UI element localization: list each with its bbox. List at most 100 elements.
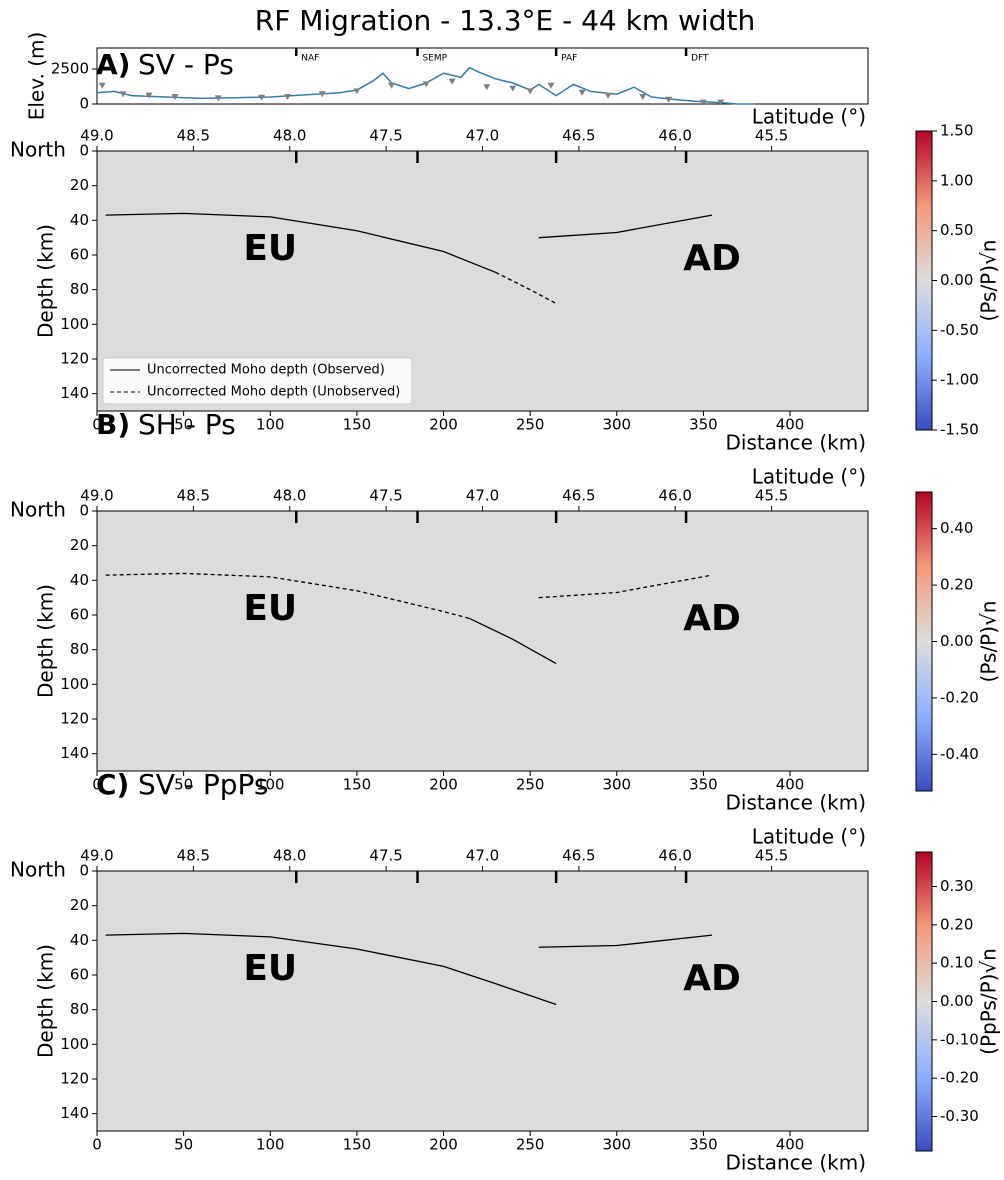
- x2-tick-label: 47.5: [369, 847, 402, 865]
- x-tick-label: 200: [429, 416, 458, 434]
- x2-tick-label: 49.0: [80, 127, 113, 145]
- x-tick-label: 300: [602, 776, 631, 794]
- x2-tick-label: 46.0: [659, 847, 692, 865]
- x-tick-label: 400: [776, 776, 805, 794]
- colorbar-tick-label: 0.50: [940, 221, 973, 239]
- x-tick-label: 300: [602, 416, 631, 434]
- heatmap-field: [96, 510, 869, 772]
- y-tick-label: 60: [70, 606, 89, 624]
- region-label: AD: [683, 238, 741, 279]
- x2-tick-label: 48.5: [177, 487, 210, 505]
- elevation-line: [96, 66, 756, 105]
- region-label: AD: [683, 958, 741, 999]
- x-tick-label: 100: [256, 1136, 285, 1154]
- colorbar-tick-label: -0.30: [940, 1107, 979, 1125]
- station: [258, 94, 266, 101]
- y-tick-label: 40: [70, 571, 89, 589]
- x-tick-label: 250: [516, 1136, 545, 1154]
- x-tick-label: 250: [516, 776, 545, 794]
- x2-tick-label: 47.5: [369, 487, 402, 505]
- region-label: AD: [683, 598, 741, 639]
- colorbar-tick-label: 0.20: [940, 915, 973, 933]
- station: [526, 88, 534, 95]
- x2-tick-label: 47.0: [466, 847, 499, 865]
- colorbar-label: (Ps/P)√n: [977, 601, 1001, 683]
- y-tick-label: 120: [60, 350, 89, 368]
- station: [665, 96, 673, 103]
- x-tick-label: 0: [92, 776, 102, 794]
- station: [717, 99, 725, 106]
- station: [145, 92, 153, 99]
- x-tick-label: 150: [343, 776, 372, 794]
- panel-title: SH - Ps: [138, 408, 236, 441]
- y-tick-label: 60: [70, 966, 89, 984]
- colorbar-tick-label: 0.00: [940, 992, 973, 1010]
- y-tick-label: 20: [70, 176, 89, 194]
- x-tick-label: 100: [256, 776, 285, 794]
- x-tick-label: 50: [174, 776, 193, 794]
- x2-tick-label: 48.5: [177, 127, 210, 145]
- moho-line: [105, 572, 713, 620]
- y-tick-label: 40: [70, 931, 89, 949]
- station: [318, 91, 326, 98]
- x2-tick-label: 48.5: [177, 847, 210, 865]
- x-tick-label: 200: [429, 1136, 458, 1154]
- x-tick-label: 400: [776, 416, 805, 434]
- station: [171, 94, 179, 100]
- x2-tick-label: 48.0: [273, 847, 306, 865]
- x2-tick-label: 46.5: [562, 847, 595, 865]
- north-label: North: [10, 858, 66, 882]
- station: [214, 95, 222, 102]
- x2-tick-label: 46.5: [562, 487, 595, 505]
- x-tick-label: 300: [602, 1136, 631, 1154]
- x-tick-label: 350: [689, 416, 718, 434]
- station: [353, 88, 361, 95]
- station: [119, 91, 127, 98]
- colorbar-tick-label: 0.10: [940, 954, 973, 972]
- y-tick-label: 140: [60, 384, 89, 402]
- fault-label: DFT: [691, 54, 709, 64]
- north-label: North: [10, 138, 66, 162]
- x-tick-label: 50: [174, 1136, 193, 1154]
- x-tick-label: 350: [689, 776, 718, 794]
- colorbar-label: (PpPs/P)√n: [977, 948, 1001, 1055]
- colorbar-tick-label: -1.50: [940, 421, 979, 439]
- colorbar-tick-label: -0.20: [940, 688, 979, 706]
- panel-title: SV - PpPs: [138, 768, 268, 801]
- y-tick-label: 100: [60, 1035, 89, 1053]
- colorbar-tick-label: 0.30: [940, 877, 973, 895]
- colorbar-tick-label: -0.50: [940, 321, 979, 339]
- region-label: EU: [243, 228, 297, 269]
- y-tick-label: 0: [79, 862, 89, 880]
- y-axis-label: Depth (km): [34, 584, 58, 698]
- legend: [102, 357, 413, 405]
- moho-line: [469, 617, 557, 665]
- x-tick-label: 150: [343, 416, 372, 434]
- y-tick-label: 120: [60, 1070, 89, 1088]
- station: [639, 94, 647, 100]
- moho-line: [105, 932, 713, 1006]
- panel-label: B): [96, 408, 130, 441]
- colorbar-tick-label: 0.40: [940, 519, 973, 537]
- station: [483, 84, 491, 91]
- colorbar: [915, 130, 933, 431]
- fault-label: SEMP: [423, 54, 448, 64]
- station: [284, 94, 292, 100]
- x2-axis-label: Latitude (°): [752, 105, 866, 129]
- y-axis-label: Elev. (m): [25, 32, 49, 121]
- station: [699, 99, 707, 106]
- x2-tick-label: 45.5: [755, 127, 788, 145]
- station: [98, 82, 106, 89]
- colorbar-tick-label: -0.10: [940, 1030, 979, 1048]
- y-axis-label: Depth (km): [34, 224, 58, 338]
- y-tick-label: 2500: [51, 60, 89, 78]
- heatmap-field: [96, 870, 869, 1132]
- station: [388, 82, 396, 89]
- x-tick-label: 0: [92, 1136, 102, 1154]
- north-label: North: [10, 498, 66, 522]
- legend-label: Uncorrected Moho depth (Observed): [147, 363, 385, 378]
- y-tick-label: 0: [79, 502, 89, 520]
- colorbar-tick-label: 0.20: [940, 576, 973, 594]
- x2-tick-label: 47.5: [369, 127, 402, 145]
